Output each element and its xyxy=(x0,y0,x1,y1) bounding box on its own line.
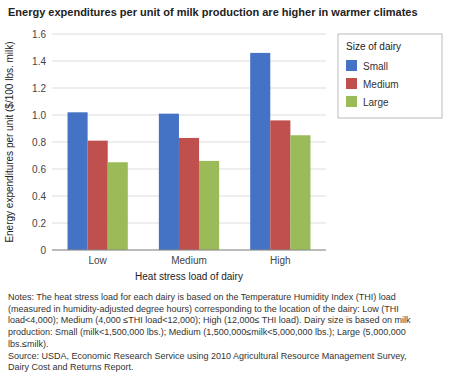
legend: Size of dairy Small Medium Large xyxy=(338,34,442,118)
legend-entry: Large xyxy=(363,97,389,108)
grid-line xyxy=(52,115,326,116)
legend-entry: Small xyxy=(363,61,388,72)
x-tick-label: High xyxy=(270,255,291,266)
y-tick-label: 1.6 xyxy=(32,29,46,40)
legend-swatch xyxy=(346,60,357,71)
title: Energy expenditures per unit of milk pro… xyxy=(8,6,418,18)
grid-line xyxy=(52,250,326,251)
x-axis-label: Heat stress load of dairy xyxy=(135,271,243,282)
bar xyxy=(159,114,179,250)
note: (measured in humidity-adjusted degree ho… xyxy=(8,304,399,314)
chart: Energy expenditures per unit of milk pro… xyxy=(0,0,450,391)
bar xyxy=(199,161,219,250)
legend-swatch xyxy=(346,78,357,89)
grid-line xyxy=(52,88,326,89)
x-axis-line xyxy=(52,250,326,251)
y-axis-label: Energy expenditures per unit ($/100 lbs.… xyxy=(4,41,15,242)
y-tick-label: 0 xyxy=(40,245,46,256)
note: Notes: The heat stress load for each dai… xyxy=(8,292,396,302)
y-tick-label: 0.4 xyxy=(32,191,46,202)
bar xyxy=(270,120,290,250)
bar xyxy=(88,141,108,250)
grid xyxy=(52,34,326,250)
note: lbs.≤milk). xyxy=(8,339,48,349)
y-tick-label: 0.6 xyxy=(32,164,46,175)
legend-entry: Medium xyxy=(363,79,399,90)
note: Source: USDA, Economic Research Service … xyxy=(8,351,407,361)
bars xyxy=(68,53,311,250)
y-tick-label: 0.2 xyxy=(32,218,46,229)
bar xyxy=(108,162,128,250)
note: load<4,000); Medium (4,000 ≤THI load<12,… xyxy=(8,315,411,325)
bar xyxy=(290,135,310,250)
x-tick-label: Medium xyxy=(171,255,207,266)
note: production: Small (milk<1,500,000 lbs.);… xyxy=(8,327,406,337)
x-tick-label: Low xyxy=(88,255,107,266)
y-tick-label: 1.2 xyxy=(32,83,46,94)
legend-box xyxy=(338,34,442,118)
legend-title: Size of dairy xyxy=(346,41,401,52)
y-tick-label: 1.0 xyxy=(32,110,46,121)
note: Dairy Cost and Returns Report. xyxy=(8,362,134,372)
bar xyxy=(68,112,88,250)
y-tick-label: 0.8 xyxy=(32,137,46,148)
bar xyxy=(179,138,199,250)
legend-swatch xyxy=(346,96,357,107)
bar xyxy=(250,53,270,250)
grid-line xyxy=(52,61,326,62)
grid-line xyxy=(52,34,326,35)
y-tick-label: 1.4 xyxy=(32,56,46,67)
